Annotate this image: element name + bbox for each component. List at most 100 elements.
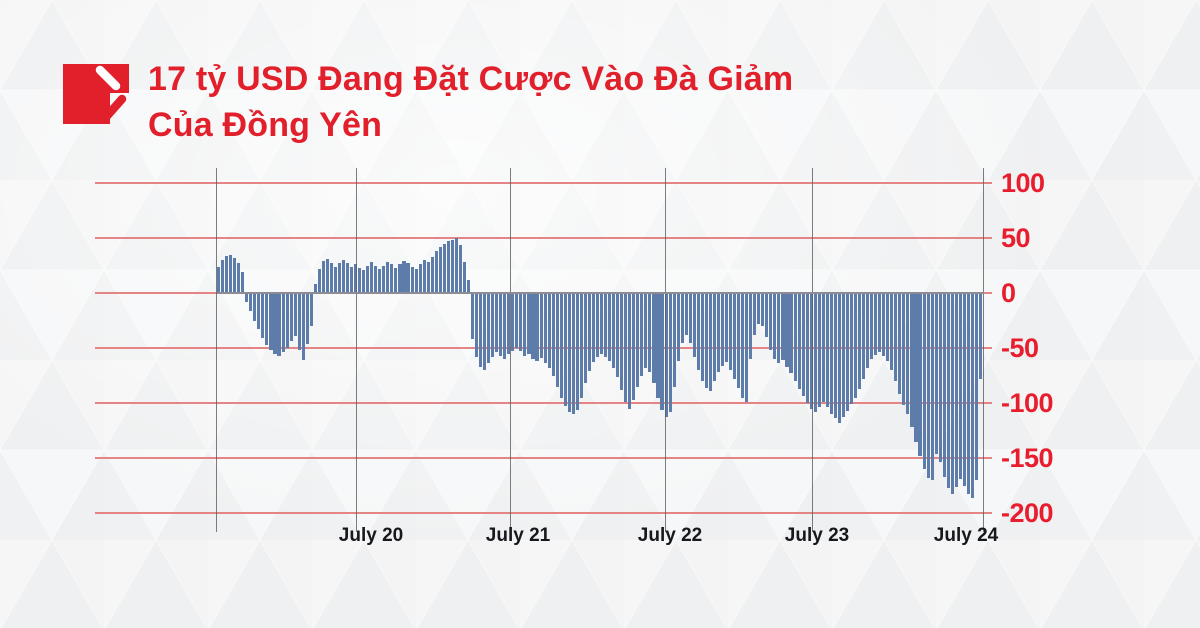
bar — [749, 293, 753, 359]
bar — [515, 293, 519, 348]
bar — [821, 293, 825, 402]
bar — [805, 293, 809, 403]
bar — [974, 293, 979, 480]
bar — [567, 293, 571, 412]
bar — [882, 293, 886, 356]
bar — [426, 262, 430, 293]
zero-axis-line — [217, 291, 984, 295]
bar — [394, 267, 398, 293]
bar — [696, 293, 700, 370]
bar — [934, 293, 938, 454]
bar — [958, 293, 962, 479]
bar — [422, 260, 426, 293]
brand-logo — [63, 64, 129, 129]
y-tick-label-100: 100 — [1001, 168, 1045, 198]
bar — [289, 293, 293, 342]
bar — [890, 293, 894, 370]
bar — [321, 261, 325, 293]
bar — [475, 293, 479, 357]
bar — [761, 293, 765, 326]
bar — [281, 293, 285, 353]
bar — [402, 261, 406, 293]
bar — [406, 263, 410, 293]
bar — [410, 266, 414, 293]
grid-vline-day-1 — [356, 168, 358, 532]
bar — [636, 293, 640, 387]
bar — [866, 293, 870, 368]
bar — [612, 293, 616, 368]
y-tick-label--150: -150 — [1001, 443, 1054, 473]
bar — [551, 293, 555, 376]
bar — [684, 293, 688, 335]
x-tick-label-july-21: July 21 — [485, 525, 551, 546]
bar — [442, 243, 446, 293]
bar — [414, 268, 418, 293]
bar — [305, 293, 309, 344]
bar — [644, 293, 648, 368]
bar — [930, 293, 934, 480]
bar — [902, 293, 906, 406]
bar — [737, 293, 741, 388]
grid-hline--200 — [95, 512, 992, 514]
bar — [438, 246, 442, 293]
bar — [910, 293, 914, 428]
bar — [390, 264, 394, 293]
bar — [257, 293, 261, 330]
bar — [591, 293, 596, 363]
bar — [479, 293, 483, 367]
bar — [942, 293, 946, 477]
bar — [245, 293, 249, 302]
bar — [458, 244, 462, 293]
bar — [765, 293, 769, 337]
bar — [563, 293, 567, 407]
bar — [906, 293, 910, 414]
bar — [366, 265, 370, 293]
bar — [729, 293, 733, 370]
bar — [583, 293, 587, 384]
bar — [523, 293, 527, 356]
bar — [817, 293, 821, 408]
bar — [430, 256, 434, 293]
y-tick-label-50: 50 — [1001, 223, 1031, 253]
bar — [724, 293, 729, 363]
bar — [741, 293, 745, 398]
bar — [241, 272, 245, 293]
grid-hline-100 — [95, 182, 992, 184]
bar — [797, 293, 801, 389]
bar — [680, 293, 684, 343]
grid-vline-day-5 — [983, 168, 985, 532]
bar — [660, 293, 664, 410]
bar — [922, 293, 926, 469]
page-title: 17 tỷ USD Đang Đặt Cược Vào Đà Giảm Của … — [148, 56, 793, 148]
bar — [499, 293, 503, 356]
bar — [970, 293, 974, 498]
bar — [253, 293, 257, 321]
bar — [628, 293, 632, 409]
bar — [337, 263, 342, 293]
bar — [229, 254, 233, 293]
bar — [261, 293, 265, 339]
bar — [418, 264, 422, 293]
bar — [781, 293, 785, 361]
bar — [918, 293, 922, 456]
bar — [938, 293, 942, 463]
x-tick-label-july-20: July 20 — [338, 525, 404, 546]
bar — [898, 293, 902, 395]
bar — [519, 293, 523, 352]
bar — [785, 293, 789, 367]
bar — [692, 293, 696, 357]
bar — [297, 293, 301, 351]
bar — [862, 293, 866, 379]
bar — [269, 293, 273, 351]
bar — [491, 293, 495, 357]
bar — [249, 293, 253, 311]
bar — [587, 293, 591, 372]
bar — [325, 258, 329, 293]
bar — [434, 251, 438, 293]
bar — [769, 293, 773, 351]
bar — [841, 293, 845, 418]
bar — [575, 293, 579, 410]
bar — [265, 293, 269, 345]
bar — [386, 262, 390, 293]
